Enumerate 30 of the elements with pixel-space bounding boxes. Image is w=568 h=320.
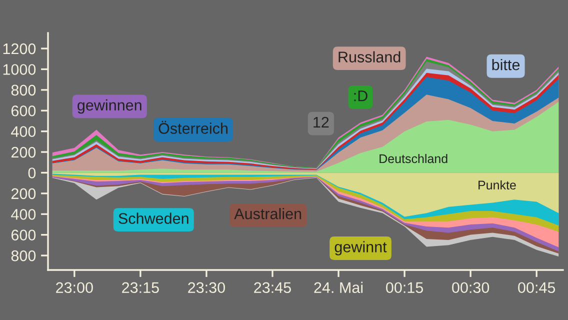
x-tick-label: 00:30 bbox=[452, 282, 490, 294]
y-tick-label: 600 bbox=[11, 230, 36, 240]
text: Russland bbox=[338, 51, 400, 62]
series-label: :D bbox=[354, 90, 368, 102]
y-tick-label: 800 bbox=[11, 84, 36, 96]
y-tick-label: 400 bbox=[11, 208, 36, 220]
y-tick-label: 200 bbox=[11, 146, 36, 158]
series-label: gewinnt bbox=[334, 241, 387, 256]
series-label: 12 bbox=[314, 116, 329, 128]
y-tick-label: 1000 bbox=[3, 64, 36, 75]
y-tick-label: 1200 bbox=[3, 43, 36, 54]
y-tick-label: 400 bbox=[11, 126, 36, 138]
text: gewinnen bbox=[78, 99, 142, 114]
y-tick-label: 600 bbox=[11, 105, 36, 116]
x-tick-label: 24. Mai bbox=[314, 282, 363, 294]
x-tick-label: 23:00 bbox=[56, 282, 93, 294]
y-tick-label: 800 bbox=[11, 250, 36, 262]
text: Schweden bbox=[118, 212, 188, 224]
x-tick-label: 23:15 bbox=[122, 282, 159, 294]
series-label: Deutschland bbox=[380, 154, 448, 164]
series-label: Österreich bbox=[158, 120, 228, 134]
series-label: Punkte bbox=[478, 180, 516, 190]
y-tick-label: 200 bbox=[11, 188, 36, 200]
x-tick-label: 00:15 bbox=[386, 282, 424, 294]
series-label: Australien bbox=[234, 208, 302, 220]
y-tick-label: 0 bbox=[28, 168, 36, 178]
x-tick-label: 23:30 bbox=[188, 282, 225, 294]
x-tick-label: 23:45 bbox=[254, 282, 291, 294]
series-label: bitte bbox=[492, 58, 520, 70]
x-tick-label: 00:45 bbox=[518, 282, 556, 294]
